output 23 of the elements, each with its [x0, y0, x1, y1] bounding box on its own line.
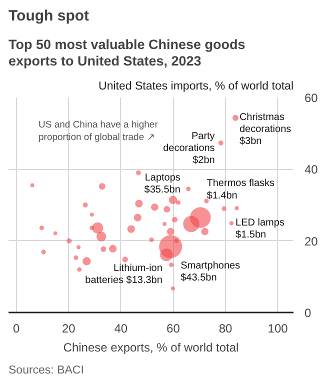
chart-title: Tough spot — [8, 8, 90, 24]
annotation: Christmas decorations $3bn — [239, 112, 292, 148]
source-note: Sources: BACI — [8, 364, 84, 376]
x-tick-label: 0 — [13, 322, 20, 336]
x-tick-label: 60 — [166, 322, 180, 336]
x-axis-title: Chinese exports, % of world total — [63, 340, 239, 354]
x-tick-label: 100 — [268, 322, 288, 336]
y-tick-label: 40 — [304, 162, 318, 177]
chart-subtitle: Top 50 most valuable Chinese goods exports to United States, 2023 — [8, 37, 246, 68]
x-tick-label: 40 — [114, 322, 128, 336]
annotation: Thermos flasks $1.4bn — [206, 178, 275, 202]
x-tick-label: 20 — [62, 322, 76, 336]
annotation: Party decorations $2bn — [163, 131, 215, 166]
y-axis-title: United States imports, % of world total — [98, 80, 294, 92]
annotation: Smartphones $43.5bn — [180, 260, 240, 284]
y-tick-label: 60 — [304, 91, 318, 105]
annotation: Laptops $35.5bn — [144, 172, 180, 196]
x-tick-label: 80 — [218, 322, 233, 336]
y-tick-label: 20 — [304, 234, 318, 248]
annotation: US and China have a higher proportion of global trade ↗ — [38, 120, 158, 144]
annotation: LED lamps $1.5bn — [236, 217, 284, 240]
y-tick-label: 0 — [304, 306, 312, 320]
annotation: Lithium-ion batteries $13.3bn — [85, 262, 162, 286]
